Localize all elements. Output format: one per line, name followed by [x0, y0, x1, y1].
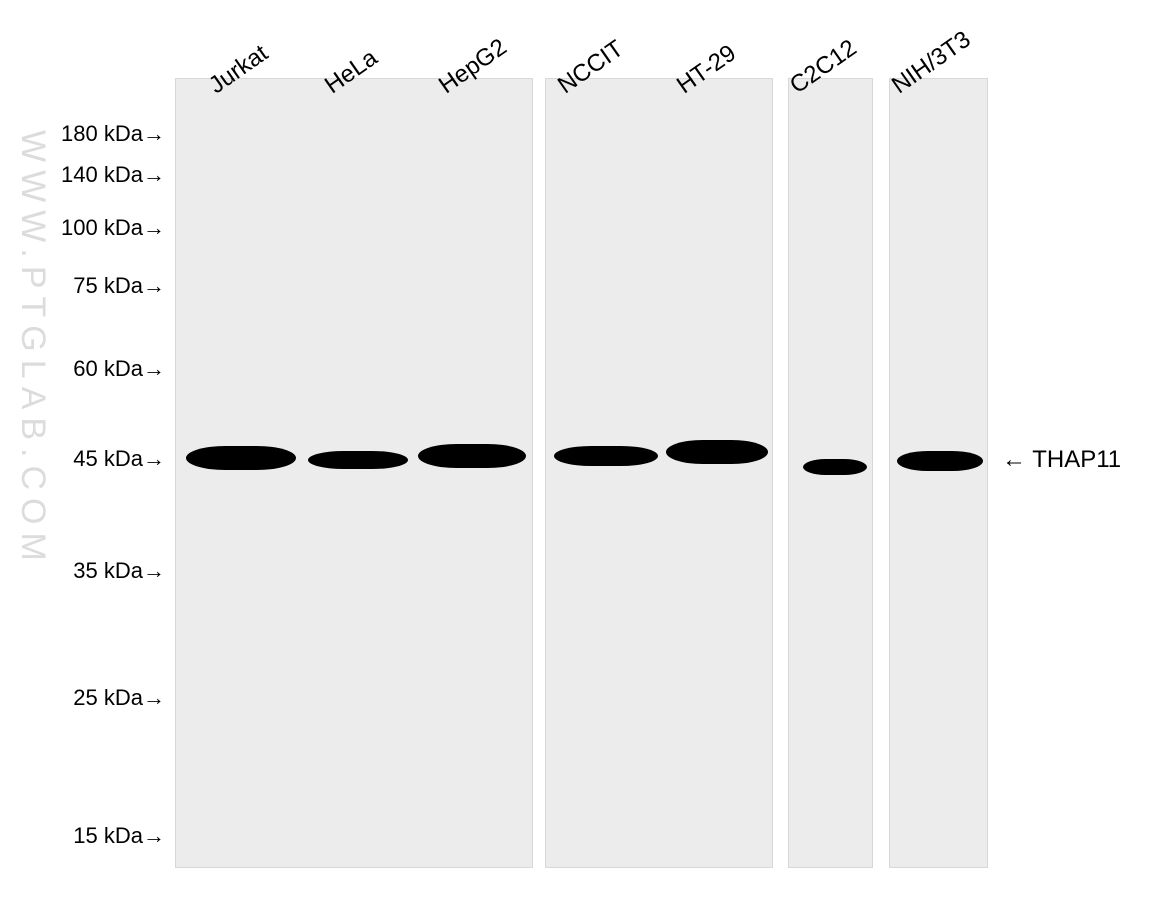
band-hela — [308, 451, 408, 469]
gel-panel-1 — [175, 78, 533, 868]
ladder-180: 180 kDa→ — [61, 121, 165, 147]
watermark-text: WWW.PTGLAB.COM — [13, 130, 52, 569]
target-label: ← THAP11 — [1002, 446, 1121, 474]
gel-panel-2 — [545, 78, 773, 868]
ladder-35: 35 kDa→ — [73, 558, 165, 584]
ladder-45: 45 kDa→ — [73, 446, 165, 472]
ladder-25: 25 kDa→ — [73, 685, 165, 711]
gel-panel-4 — [889, 78, 988, 868]
band-jurkat — [186, 446, 296, 470]
band-nccit — [554, 446, 658, 466]
band-ht29 — [666, 440, 768, 464]
band-c2c12 — [803, 459, 867, 475]
target-protein-name: THAP11 — [1032, 446, 1121, 473]
ladder-15: 15 kDa→ — [73, 823, 165, 849]
ladder-60: 60 kDa→ — [73, 356, 165, 382]
ladder-140: 140 kDa→ — [61, 162, 165, 188]
western-blot-figure: WWW.PTGLAB.COM 180 kDa→ 140 kDa→ 100 kDa… — [0, 0, 1150, 903]
ladder-75: 75 kDa→ — [73, 273, 165, 299]
arrow-left-icon: ← — [1002, 446, 1026, 473]
band-hepg2 — [418, 444, 526, 468]
band-nih3t3 — [897, 451, 983, 471]
ladder-100: 100 kDa→ — [61, 215, 165, 241]
